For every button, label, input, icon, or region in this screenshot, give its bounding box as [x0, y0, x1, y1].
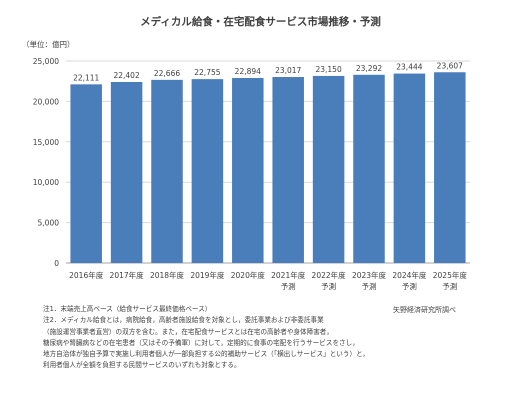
y-tick-label: 5,000: [38, 219, 60, 228]
bar: [434, 72, 466, 264]
bar: [312, 75, 345, 263]
x-tick-label: 2025年度: [433, 270, 468, 280]
x-tick-label: 予測: [281, 281, 296, 291]
data-label: 22,894: [235, 67, 261, 76]
x-tick-label: 2022年度: [312, 270, 347, 280]
y-tick-label: 0: [54, 259, 59, 268]
y-tick-label: 25,000: [33, 57, 59, 66]
unit-label: （単位：億円）: [22, 40, 75, 49]
x-tick-label: 予測: [321, 281, 336, 291]
bar-chart: 0 5,000 10,000 15,000 20,000 25,000 22,111 2016…: [33, 57, 470, 291]
bar: [110, 81, 143, 263]
notes-block: 注1．末端売上高ベース（給食サービス最終価格ベース） 注2．メディカル給食とは，…: [43, 304, 393, 372]
data-label: 23,150: [315, 65, 341, 74]
data-label: 22,666: [154, 69, 180, 78]
bar: [70, 84, 102, 264]
note-line: 地方自治体が独自予算で実施し利用者個人が一部負担する公的補助サービス（「横出しサ…: [43, 350, 369, 359]
bar: [353, 74, 385, 264]
note-line: 糖尿病や腎臓病などの在宅患者（又はその予備軍）に対して，定期的に食事の宅配を行う…: [43, 338, 359, 347]
bar: [191, 79, 224, 263]
x-tick-label: 2021年度: [271, 270, 306, 280]
source-label: 矢野経済研究所調べ: [393, 306, 456, 314]
chart-title: メディカル給食・在宅配食サービス市場推移・予測: [140, 16, 381, 28]
x-tick-label: 2024年度: [392, 270, 427, 280]
y-tick-label: 20,000: [33, 97, 59, 106]
x-tick-label: 2019年度: [190, 270, 225, 280]
y-tick-label: 15,000: [33, 138, 59, 147]
data-label: 22,111: [73, 73, 99, 82]
x-tick-label: 2020年度: [231, 270, 266, 280]
data-label: 22,755: [194, 68, 220, 77]
note-line: 注1．末端売上高ベース（給食サービス最終価格ベース）: [43, 305, 212, 313]
bar: [151, 79, 183, 263]
x-tick-label: 予測: [362, 281, 377, 291]
bar: [272, 77, 304, 263]
note-line: （施設運営事業者直営）の双方を含む。また，在宅配食サービスとは在宅の高齢者や身体…: [43, 327, 333, 336]
x-tick-label: 2018年度: [150, 270, 185, 280]
data-label: 23,607: [437, 61, 463, 70]
bar: [232, 78, 264, 263]
x-tick-label: 予測: [402, 281, 417, 291]
data-label: 23,292: [356, 64, 382, 73]
x-tick-label: 2017年度: [110, 270, 145, 280]
x-tick-label: 予測: [442, 281, 457, 291]
y-tick-label: 10,000: [33, 178, 59, 187]
data-label: 22,402: [113, 71, 139, 80]
note-line: 注2．メディカル給食とは，病院給食，高齢者施設給食を対象とし，委託事業および非委…: [43, 316, 324, 325]
x-tick-label: 2023年度: [352, 270, 387, 280]
x-tick-label: 2016年度: [69, 270, 104, 280]
data-label: 23,444: [396, 63, 422, 72]
data-label: 23,017: [275, 66, 301, 75]
bar: [393, 73, 426, 263]
note-line: 利用者個人が全額を負担する民間サービスのいずれも対象とする。: [43, 361, 241, 370]
